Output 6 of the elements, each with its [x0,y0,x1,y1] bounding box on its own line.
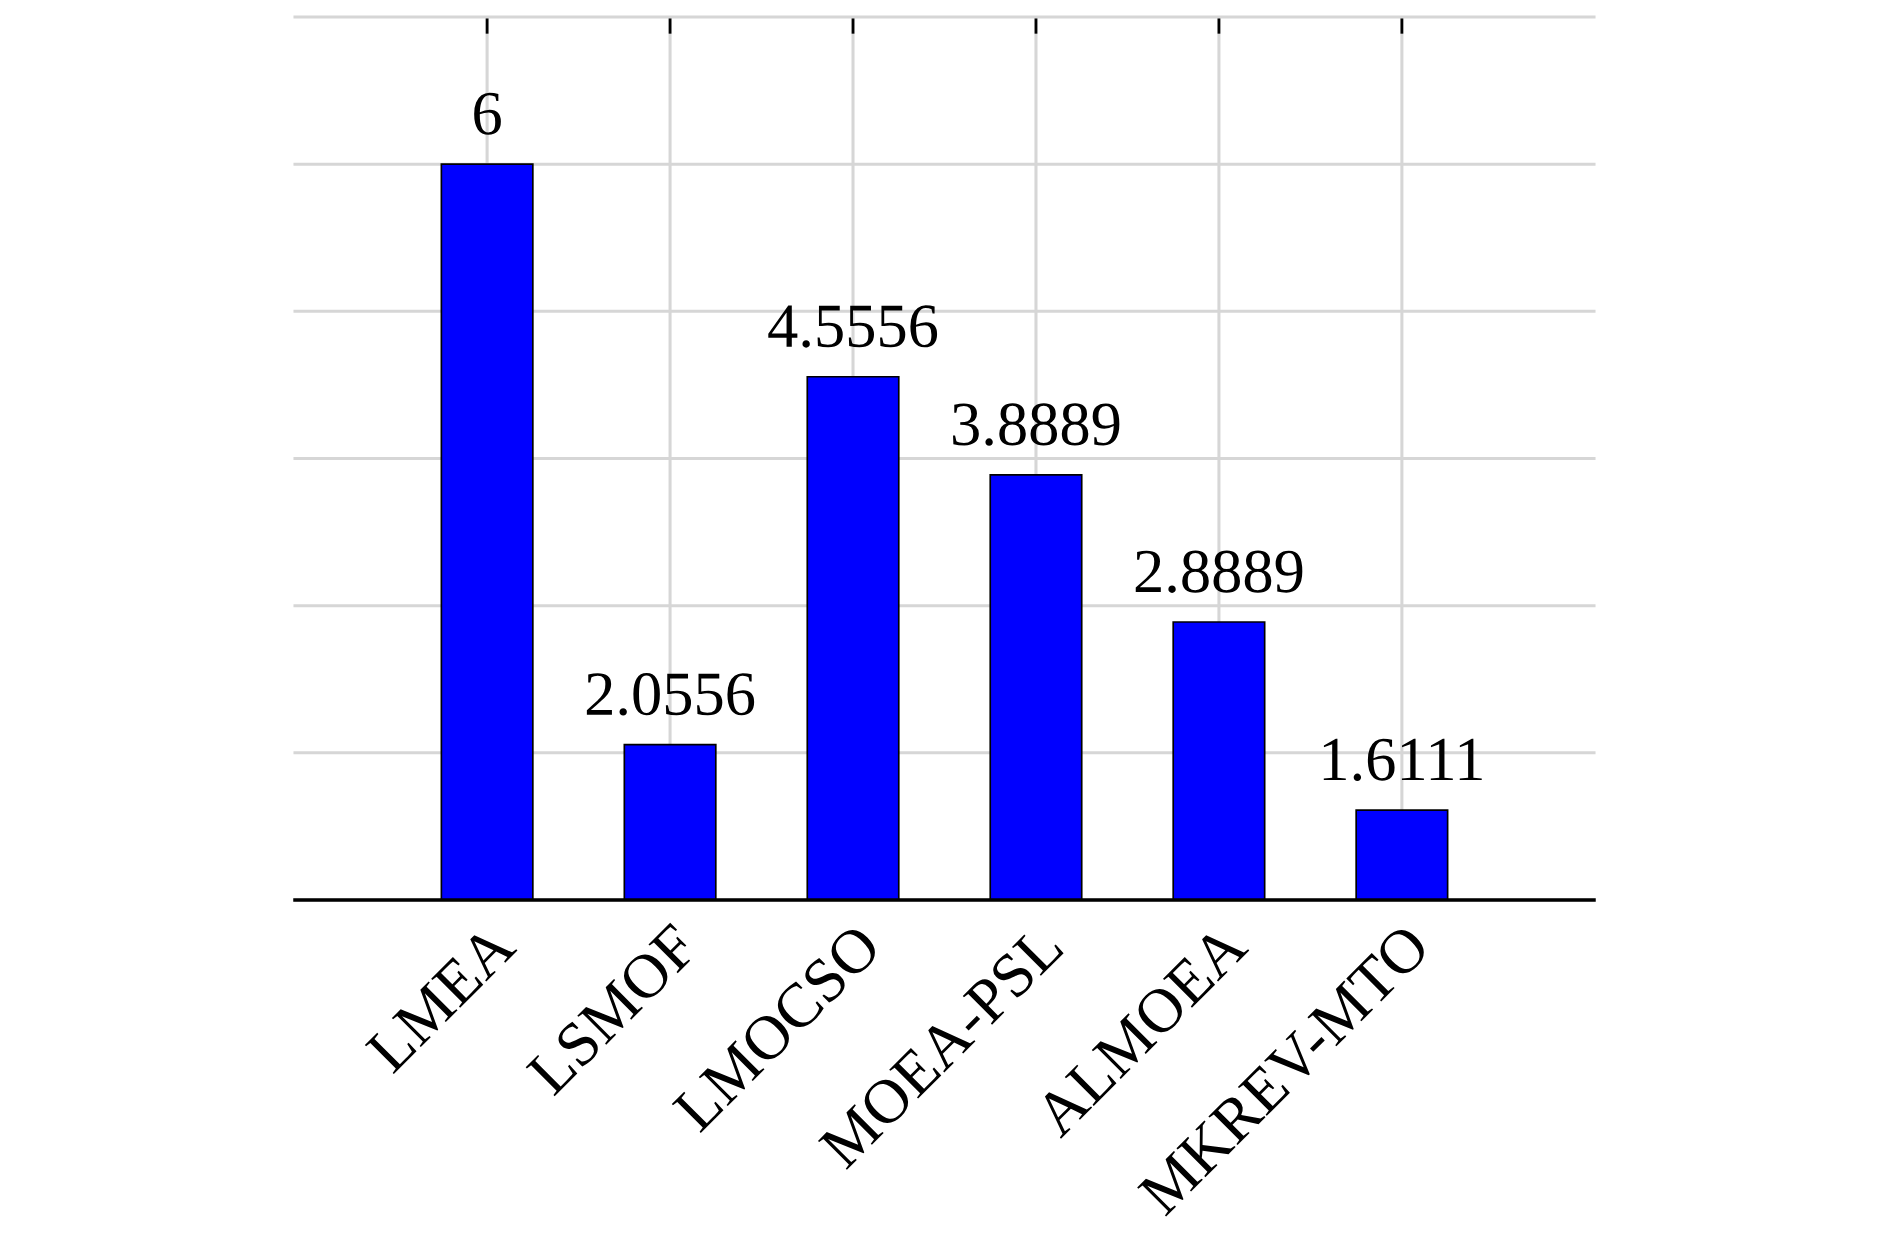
data-label: 2.8889 [1135,550,1303,593]
data-label: 4.5556 [768,305,938,348]
data-label: 3.8889 [953,403,1120,446]
data-label: 2.0556 [586,673,755,716]
data-label: 6 [474,92,501,135]
data-label: 1.6111 [1323,738,1482,781]
